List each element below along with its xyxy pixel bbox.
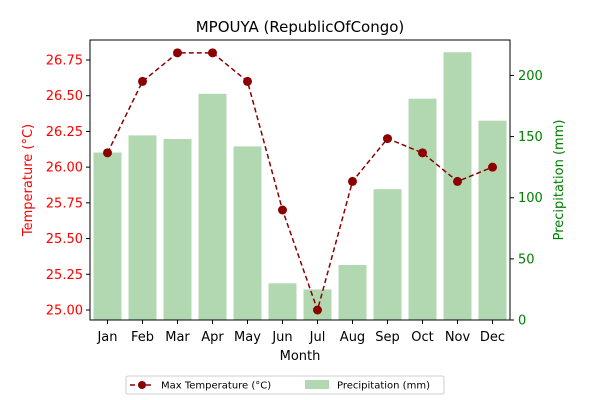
temperature-point <box>488 162 497 172</box>
temperature-point <box>243 76 252 86</box>
temperature-point <box>173 48 182 58</box>
precipitation-bar <box>303 289 332 320</box>
x-tick-label: Feb <box>131 330 154 345</box>
legend-label-temperature: Max Temperature (°C) <box>161 381 271 392</box>
legend-box <box>125 375 445 395</box>
precipitation-bar <box>198 93 227 320</box>
x-tick-label: Mar <box>165 330 190 345</box>
y-axis-left: 25.00 25.25 25.50 25.75 26.00 26.25 26.50 26.75 <box>46 54 90 319</box>
temperature-point <box>348 176 357 186</box>
x-tick-label: Oct <box>411 330 433 345</box>
y-axis-right-label: Precipitation (mm) <box>552 120 567 241</box>
x-tick-label: Aug <box>340 330 365 345</box>
precipitation-bar <box>128 135 157 320</box>
y-axis-left-label: Temperature (°C) <box>21 124 36 237</box>
x-tick-label: Dec <box>480 330 505 345</box>
temperature-point <box>313 305 322 315</box>
chart-title: MPOUYA (RepublicOfCongo) <box>196 18 405 36</box>
y-right-tick-label: 0 <box>518 314 526 329</box>
legend-label-precipitation: Precipitation (mm) <box>337 381 430 392</box>
y-left-tick-label: 26.00 <box>46 161 83 176</box>
precipitation-bar <box>443 52 472 320</box>
legend: Max Temperature (°C) Precipitation (mm) <box>125 375 445 395</box>
temperature-point <box>208 48 217 58</box>
x-tick-label: May <box>234 330 261 345</box>
x-tick-label: Jan <box>96 330 117 345</box>
y-left-tick-label: 26.25 <box>46 125 83 140</box>
x-axis: Jan Feb Mar Apr May Jun Jul Aug Sep Oct Nov Dec <box>96 320 505 345</box>
temperature-point <box>383 134 392 144</box>
precipitation-bar <box>338 264 367 320</box>
precipitation-bars <box>93 52 507 320</box>
y-right-tick-label: 100 <box>518 191 543 206</box>
plot-frame <box>89 39 511 321</box>
y-axis-right: 0 50 100 150 200 <box>510 69 543 329</box>
y-left-tick-label: 25.25 <box>46 268 83 283</box>
y-left-tick-label: 26.50 <box>46 89 83 104</box>
temperature-point <box>418 148 427 158</box>
temperature-point <box>453 176 462 186</box>
y-left-tick-label: 25.75 <box>46 196 83 211</box>
precipitation-bar <box>268 283 297 320</box>
temperature-point <box>278 205 287 215</box>
precipitation-bar <box>233 146 262 320</box>
y-left-tick-label: 25.50 <box>46 232 83 247</box>
temperature-point <box>138 76 147 86</box>
x-tick-label: Jul <box>309 330 326 345</box>
x-tick-label: Sep <box>375 330 400 345</box>
x-tick-label: Jun <box>271 330 292 345</box>
temperature-line <box>103 48 497 315</box>
y-right-tick-label: 150 <box>518 130 543 145</box>
legend-line-marker <box>138 381 146 389</box>
x-axis-label: Month <box>280 349 321 364</box>
legend-bar-swatch <box>305 380 329 389</box>
temperature-point <box>103 148 112 158</box>
precipitation-bar <box>478 120 507 320</box>
y-left-tick-label: 26.75 <box>46 54 83 69</box>
precipitation-bar <box>408 98 437 320</box>
y-right-tick-label: 200 <box>518 69 543 84</box>
precipitation-bar <box>93 152 122 320</box>
y-left-tick-label: 25.00 <box>46 304 83 319</box>
x-tick-label: Nov <box>445 330 471 345</box>
precipitation-bar <box>373 189 402 320</box>
x-tick-label: Apr <box>201 330 224 345</box>
y-right-tick-label: 50 <box>518 252 535 267</box>
precipitation-bar <box>163 139 192 320</box>
